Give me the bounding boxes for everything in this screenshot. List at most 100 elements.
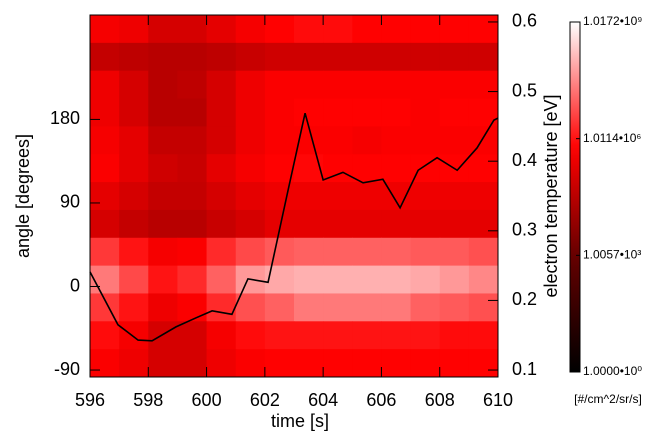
plot-frame — [89, 14, 499, 378]
heatmap-cell — [264, 182, 295, 211]
heatmap-cell — [90, 70, 120, 100]
heatmap-cell — [148, 293, 178, 322]
heatmap-cell — [90, 209, 120, 239]
heatmap-cell — [264, 209, 295, 239]
heatmap-cell — [177, 321, 208, 350]
heatmap-cell — [468, 70, 499, 100]
heatmap-cell — [468, 321, 499, 350]
heatmap-cell — [294, 70, 324, 100]
heatmap-cell — [352, 126, 382, 155]
heatmap-cell — [381, 15, 412, 44]
x-tick-label: 608 — [425, 390, 455, 410]
heatmap-cell — [90, 321, 120, 350]
heatmap-cell — [381, 154, 412, 183]
x-tick-label: 602 — [250, 390, 280, 410]
heatmap-cell — [468, 98, 499, 127]
heatmap-cell — [381, 70, 412, 100]
heatmap-cell — [235, 321, 266, 350]
heatmap-cell — [410, 70, 441, 100]
heatmap-cell — [352, 15, 382, 44]
colorbar-tick-label: 1.0114•10⁶ — [583, 131, 641, 145]
heatmap-cell — [381, 126, 412, 155]
heatmap-cell — [235, 98, 266, 127]
heatmap-cell — [439, 126, 470, 155]
heatmap-cell — [235, 209, 266, 239]
heatmap-cell — [323, 15, 353, 44]
y2-tick-label: 0.3 — [512, 220, 537, 240]
heatmap-cell — [90, 182, 120, 211]
heatmap-cell — [235, 70, 266, 100]
heatmap-cell — [177, 15, 208, 44]
heatmap-cell — [439, 293, 470, 322]
heatmap-cell — [148, 265, 178, 294]
x-axis-label: time [s] — [271, 411, 329, 431]
heatmap-cell — [90, 154, 120, 183]
heatmap-cell — [206, 349, 237, 378]
heatmap-cell — [264, 98, 295, 127]
heatmap-cell — [90, 126, 120, 155]
heatmap-cell — [235, 126, 266, 155]
heatmap-cell — [119, 42, 149, 72]
heatmap-cell — [206, 15, 237, 44]
heatmap-cell — [119, 15, 149, 44]
heatmap-cell — [206, 293, 237, 322]
y2-tick-label: 0.6 — [512, 11, 537, 31]
heatmap-cell — [148, 15, 178, 44]
heatmap-cell — [177, 293, 208, 322]
heatmap-cell — [381, 209, 412, 239]
heatmap-cell — [206, 126, 237, 155]
heatmap-cell — [119, 265, 149, 294]
heatmap-cell — [381, 42, 412, 72]
heatmap-cell — [410, 15, 441, 44]
heatmap-cell — [206, 154, 237, 183]
heatmap-cell — [468, 237, 499, 267]
heatmap-cell — [381, 293, 412, 322]
heatmap-cell — [177, 154, 208, 183]
heatmap-cell — [206, 265, 237, 294]
heatmap-cell — [352, 321, 382, 350]
heatmap-cell — [235, 182, 266, 211]
heatmap-cell — [439, 42, 470, 72]
heatmap-cell — [323, 42, 353, 72]
heatmap-cell — [410, 265, 441, 294]
heatmap-cell — [410, 42, 441, 72]
heatmap-cell — [90, 98, 120, 127]
heatmap-cell — [177, 237, 208, 267]
heatmap-cell — [323, 182, 353, 211]
y2-tick-label: 0.1 — [512, 359, 537, 379]
heatmap-cell — [177, 182, 208, 211]
heatmap-cell — [148, 209, 178, 239]
heatmap-cell — [381, 98, 412, 127]
heatmap-cell — [264, 126, 295, 155]
y2-tick-label: 0.4 — [512, 150, 537, 170]
heatmap-cell — [148, 98, 178, 127]
heatmap-cell — [352, 209, 382, 239]
heatmap-cell — [90, 349, 120, 378]
heatmap-cell — [323, 126, 353, 155]
heatmap-cell — [381, 182, 412, 211]
heatmap-cell — [352, 237, 382, 267]
y2-tick-label: 0.2 — [512, 289, 537, 309]
heatmap-cell — [177, 98, 208, 127]
y2-tick-label: 0.5 — [512, 80, 537, 100]
heatmap-cell — [352, 293, 382, 322]
y-tick-label: 0 — [70, 275, 80, 295]
heatmap-cell — [119, 126, 149, 155]
heatmap-cell — [439, 321, 470, 350]
heatmap-cell — [323, 70, 353, 100]
heatmap-cell — [206, 98, 237, 127]
heatmap-cell — [148, 126, 178, 155]
heatmap-cell — [352, 349, 382, 378]
heatmap-cell — [381, 349, 412, 378]
y-tick-label: 90 — [60, 192, 80, 212]
heatmap-cell — [177, 349, 208, 378]
heatmap-cell — [439, 15, 470, 44]
heatmap-cell — [148, 237, 178, 267]
heatmap-cell — [148, 349, 178, 378]
heatmap-cell — [148, 70, 178, 100]
colorbar-label: [#/cm^2/sr/s] — [574, 392, 642, 406]
heatmap-cell — [323, 293, 353, 322]
heatmap-cell — [439, 349, 470, 378]
heatmap-cell — [439, 237, 470, 267]
